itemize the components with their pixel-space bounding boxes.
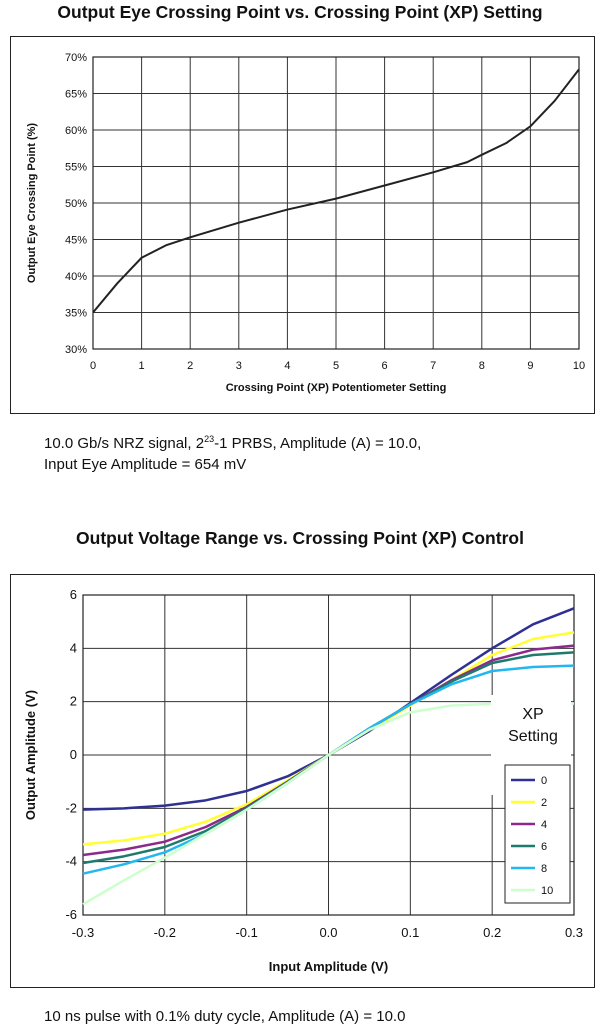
legend-label-0: 0 <box>541 775 547 787</box>
legend-label-10: 10 <box>541 885 553 897</box>
y-axis-label: Output Amplitude (V) <box>23 690 38 820</box>
y-tick-label: 2 <box>70 694 77 709</box>
y-tick-label: -4 <box>65 854 77 869</box>
x-tick-label: 0.2 <box>483 925 501 940</box>
y-tick-label: 35% <box>65 308 87 320</box>
x-axis-label: Crossing Point (XP) Potentiometer Settin… <box>226 382 447 394</box>
y-tick-label: 4 <box>70 640 77 655</box>
x-tick-label: 6 <box>382 360 388 372</box>
x-axis-label: Input Amplitude (V) <box>269 959 388 974</box>
x-tick-label: -0.3 <box>72 925 94 940</box>
x-tick-label: 1 <box>139 360 145 372</box>
x-tick-label: 0.3 <box>565 925 583 940</box>
chart2-caption-text: 10 ns pulse with 0.1% duty cycle, Amplit… <box>44 1008 406 1025</box>
chart1-caption-rest: -1 PRBS, Amplitude (A) = 10.0, <box>214 435 422 452</box>
legend-label-4: 4 <box>541 819 547 831</box>
x-tick-label: 5 <box>333 360 339 372</box>
y-tick-label: -6 <box>65 907 77 922</box>
y-tick-label: 55% <box>65 162 87 174</box>
x-tick-label: -0.2 <box>154 925 176 940</box>
y-tick-label: 65% <box>65 89 87 101</box>
x-tick-label: -0.1 <box>235 925 257 940</box>
chart1-plot: 0 1 2 3 4 5 6 7 8 9 10 30% 35% 40% 45% 50% 55% 60% 65% 70% C… <box>26 52 585 394</box>
x-tick-label: 9 <box>527 360 533 372</box>
legend-box <box>504 764 571 904</box>
x-tick-label: 0.1 <box>401 925 419 940</box>
chart2-title: Output Voltage Range vs. Crossing Point … <box>76 528 524 548</box>
chart2-frame: -0.3 -0.2 -0.1 0.0 0.1 0.2 0.3 -6 -4 -2 0 2 4 6 Input … <box>10 574 595 988</box>
x-tick-label: 2 <box>187 360 193 372</box>
y-tick-label: 70% <box>65 52 87 64</box>
plot-area-border <box>82 594 575 916</box>
y-tick-label: 60% <box>65 125 87 137</box>
plot-area-border <box>92 56 580 350</box>
y-tick-label: 50% <box>65 198 87 210</box>
x-tick-label: 0 <box>90 360 96 372</box>
chart1-caption-line2: Input Eye Amplitude = 654 mV <box>44 456 247 473</box>
y-axis-label: Output Eye Crossing Point (%) <box>26 123 38 283</box>
x-tick-label: 8 <box>479 360 485 372</box>
x-tick-label: 10 <box>573 360 585 372</box>
chart1-caption-text: 10.0 Gb/s NRZ signal, 2 <box>44 435 205 452</box>
legend-label-6: 6 <box>541 841 547 853</box>
legend-label-2: 2 <box>541 797 547 809</box>
chart1-caption: 10.0 Gb/s NRZ signal, 223-1 PRBS, Amplit… <box>44 429 421 475</box>
chart2-plot: -0.3 -0.2 -0.1 0.0 0.1 0.2 0.3 -6 -4 -2 0 2 4 6 Input … <box>23 587 583 974</box>
y-tick-label: 30% <box>65 344 87 356</box>
y-tick-label: 0 <box>70 747 77 762</box>
y-tick-label: 45% <box>65 235 87 247</box>
x-tick-label: 7 <box>430 360 436 372</box>
x-tick-label: 3 <box>236 360 242 372</box>
x-tick-label: 4 <box>284 360 290 372</box>
legend-label-8: 8 <box>541 863 547 875</box>
y-tick-label: 6 <box>70 587 77 602</box>
x-tick-label: 0.0 <box>319 925 337 940</box>
y-tick-label: -2 <box>65 800 77 815</box>
chart1-title: Output Eye Crossing Point vs. Crossing P… <box>57 2 543 22</box>
y-tick-label: 40% <box>65 271 87 283</box>
legend-title-line1: XP <box>522 706 543 723</box>
chart2-caption: 10 ns pulse with 0.1% duty cycle, Amplit… <box>44 1006 405 1027</box>
chart1-frame: 0 1 2 3 4 5 6 7 8 9 10 30% 35% 40% 45% 50% 55% 60% 65% 70% C… <box>10 36 595 414</box>
chart1-caption-sup: 23 <box>204 434 215 444</box>
series-line-0 <box>92 68 580 314</box>
legend-title-line2: Setting <box>508 728 558 745</box>
